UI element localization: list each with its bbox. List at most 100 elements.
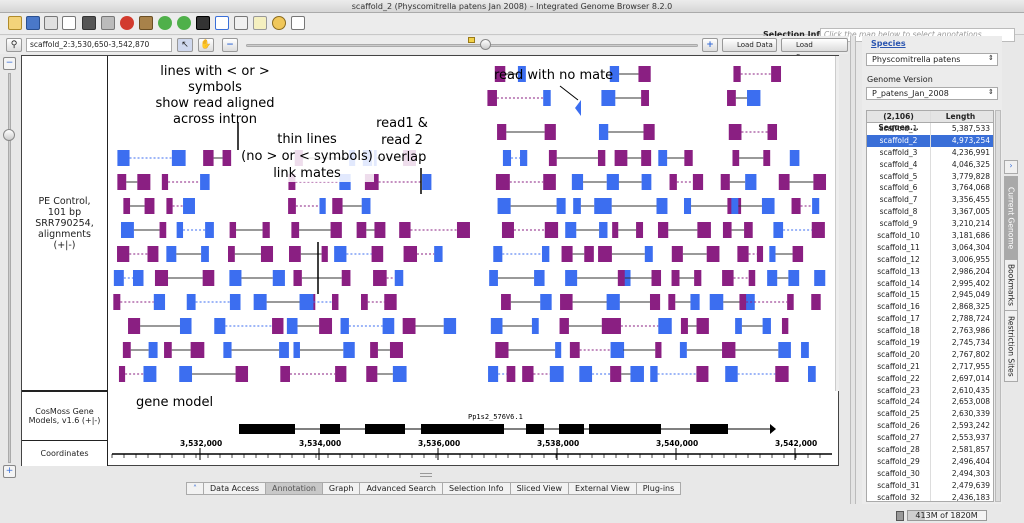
sequence-row[interactable]: scaffold_24 2,653,008	[867, 396, 993, 409]
sequence-row[interactable]: scaffold_12 3,006,955	[867, 253, 993, 266]
sequence-row[interactable]: scaffold_10 3,181,686	[867, 230, 993, 242]
sequence-name: scaffold_17	[867, 313, 931, 326]
panel-divider[interactable]	[850, 36, 856, 504]
sequence-row[interactable]: scaffold_14 2,995,402	[867, 277, 993, 290]
sequence-row[interactable]: scaffold_4 4,046,325	[867, 158, 993, 171]
clock-icon[interactable]	[272, 16, 286, 30]
sequence-row[interactable]: scaffold_11 3,064,304	[867, 241, 993, 254]
zoom-slider-knob[interactable]	[480, 39, 491, 50]
select-arrow-icon[interactable]: ↖	[177, 38, 193, 52]
sequence-row[interactable]: scaffold_3 4,236,991	[867, 146, 993, 159]
sequence-row[interactable]: scaffold_5 3,779,828	[867, 170, 993, 183]
read-block	[555, 342, 562, 358]
sequence-length: 2,945,049	[951, 290, 990, 300]
sequence-row[interactable]: scaffold_29 2,496,404	[867, 455, 993, 468]
species-select[interactable]: Physcomitrella patens	[866, 53, 998, 66]
sequence-length: 2,697,014	[951, 373, 990, 383]
tab-external-view[interactable]: External View	[568, 482, 637, 495]
sequence-row[interactable]: scaffold_31 2,479,639	[867, 479, 993, 492]
save-icon[interactable]	[26, 16, 40, 30]
sequence-row[interactable]: scaffold_17 2,788,724	[867, 313, 993, 326]
sequence-row[interactable]: scaffold_1 5,387,533	[867, 123, 993, 135]
sequence-row[interactable]: scaffold_25 2,630,339	[867, 408, 993, 421]
zoom-out-button[interactable]: −	[222, 38, 238, 52]
vertical-zoom-in-button[interactable]: +	[3, 465, 16, 478]
tab-annotation[interactable]: Annotation	[265, 482, 323, 495]
sequence-row[interactable]: scaffold_32 2,436,183	[867, 491, 993, 501]
read-block	[641, 90, 649, 106]
back-icon[interactable]	[158, 16, 172, 30]
sequence-row[interactable]: scaffold_21 2,717,955	[867, 360, 993, 373]
stop-icon[interactable]	[120, 16, 134, 30]
settings-icon[interactable]	[101, 16, 115, 30]
vertical-zoom-knob[interactable]	[3, 129, 15, 141]
tab-selection-info[interactable]: Selection Info	[442, 482, 511, 495]
forward-icon[interactable]	[177, 16, 191, 30]
sequence-table-scrollbar[interactable]	[995, 110, 1001, 502]
search-icon[interactable]: ⚲	[6, 38, 22, 52]
sequence-row[interactable]: scaffold_18 2,763,986	[867, 325, 993, 338]
zoom-in-button[interactable]: +	[702, 38, 718, 52]
sequence-row[interactable]: scaffold_8 3,367,005	[867, 206, 993, 219]
genome-version-select[interactable]: P_patens_Jan_2008	[866, 87, 998, 100]
sequence-row[interactable]: scaffold_19 2,745,734	[867, 337, 993, 349]
open-file-icon[interactable]	[8, 16, 22, 30]
location-input[interactable]: scaffold_2:3,530,650-3,542,870	[26, 38, 172, 52]
sequence-row[interactable]: scaffold_7 3,356,455	[867, 194, 993, 207]
side-tab-current-genome[interactable]: Current Genome	[1004, 176, 1018, 260]
load-sequence-button[interactable]: Load Sequence	[781, 38, 848, 61]
sequence-row[interactable]: scaffold_13 2,986,204	[867, 265, 993, 278]
tab-graph[interactable]: Graph	[321, 482, 361, 495]
species-label[interactable]: Species	[871, 39, 906, 48]
alignment-track[interactable]: Pp1s2_576V6.1 3,532,000 3,534,000 3,536,000…	[110, 56, 832, 466]
sequence-row[interactable]: scaffold_30 2,494,303	[867, 467, 993, 480]
vertical-zoom-track[interactable]	[8, 73, 11, 463]
sequence-row[interactable]: scaffold_26 2,593,242	[867, 420, 993, 433]
sequence-row[interactable]: scaffold_28 2,581,857	[867, 444, 993, 456]
load-data-button[interactable]: Load Data	[722, 38, 777, 52]
side-tab-bookmarks[interactable]: Bookmarks	[1004, 259, 1018, 311]
tab-collapse[interactable]: ˄	[186, 482, 204, 495]
column-header-sequence[interactable]: (2,106) Sequen...	[867, 111, 931, 132]
sequence-row[interactable]: scaffold_27 2,553,937	[867, 432, 993, 445]
tab-advanced-search[interactable]: Advanced Search	[359, 482, 443, 495]
grid-icon[interactable]	[291, 16, 305, 30]
read-block	[606, 294, 620, 310]
sequence-row[interactable]: scaffold_22 2,697,014	[867, 372, 993, 385]
sequence-row[interactable]: scaffold_2 4,973,254	[867, 134, 993, 147]
side-tab-collapse[interactable]: ›	[1004, 160, 1018, 174]
gene-exon	[589, 424, 661, 434]
read-block	[394, 270, 404, 286]
sequence-row[interactable]: scaffold_6 3,764,068	[867, 182, 993, 195]
sequence-row[interactable]: scaffold_23 2,610,435	[867, 384, 993, 397]
track-label-gene-models[interactable]: CosMoss Gene Models, v1.6 (+|-)	[22, 391, 108, 441]
drag-hand-icon[interactable]: ✋	[198, 38, 214, 52]
column-header-length[interactable]: Length	[945, 112, 976, 121]
sequence-table[interactable]: (2,106) Sequen... Length scaffold_1 5,387…	[866, 110, 994, 502]
sequence-row[interactable]: scaffold_20 2,767,802	[867, 348, 993, 361]
tab-plugins[interactable]: Plug-ins	[635, 482, 682, 495]
sequence-row[interactable]: scaffold_9 3,210,214	[867, 218, 993, 231]
window-icon[interactable]	[215, 16, 229, 30]
read-block	[671, 270, 680, 286]
clear-icon[interactable]	[253, 16, 267, 30]
read-block	[497, 124, 507, 140]
track-label-coordinates[interactable]: Coordinates	[22, 441, 108, 466]
film-icon[interactable]	[196, 16, 210, 30]
tab-sliced-view[interactable]: Sliced View	[509, 482, 570, 495]
export-icon[interactable]	[44, 16, 58, 30]
sequence-row[interactable]: scaffold_16 2,868,325	[867, 301, 993, 314]
alignment-scrollbar[interactable]	[835, 56, 839, 391]
vertical-zoom-out-button[interactable]: −	[3, 57, 16, 70]
horizontal-divider-grip[interactable]	[420, 473, 432, 477]
track-label-pe-control[interactable]: PE Control, 101 bp SRR790254, alignments…	[22, 56, 108, 391]
side-tab-restriction-sites[interactable]: Restriction Sites	[1004, 310, 1018, 382]
sequence-row[interactable]: scaffold_15 2,945,049	[867, 289, 993, 302]
trash-icon[interactable]	[896, 510, 904, 521]
zoom-slider[interactable]	[246, 44, 698, 47]
tab-data-access[interactable]: Data Access	[203, 482, 267, 495]
camera-icon[interactable]	[82, 16, 96, 30]
zoom-region-icon[interactable]	[234, 16, 248, 30]
bookmark-icon[interactable]	[139, 16, 153, 30]
dna-icon[interactable]	[62, 16, 76, 30]
